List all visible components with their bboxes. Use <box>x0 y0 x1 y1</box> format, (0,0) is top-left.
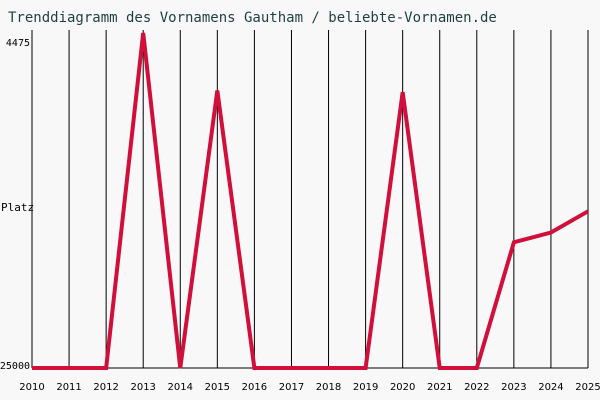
x-tick-label: 2016 <box>242 382 267 393</box>
x-tick-label: 2019 <box>353 382 378 393</box>
x-tick-label: 2025 <box>575 382 600 393</box>
x-tick-label: 2013 <box>130 382 155 393</box>
chart-title: Trenddiagramm des Vornamens Gautham / be… <box>8 10 497 26</box>
x-tick-label: 2021 <box>427 382 452 393</box>
y-tick-label: 25000 <box>0 361 30 372</box>
x-tick-label: 2024 <box>538 382 563 393</box>
x-tick-label: 2022 <box>464 382 489 393</box>
line <box>32 32 589 370</box>
x-tick-label: 2014 <box>168 382 193 393</box>
y-tick-label: 4475 <box>6 38 30 49</box>
x-tick-label: 2012 <box>93 382 118 393</box>
x-tick-label: 2015 <box>205 382 230 393</box>
y-axis-label: Platz <box>1 201 34 214</box>
x-tick-label: 2018 <box>316 382 341 393</box>
x-tick-label: 2011 <box>56 382 81 393</box>
x-tick-label: 2023 <box>501 382 526 393</box>
x-tick-label: 2010 <box>19 382 44 393</box>
x-tick-label: 2020 <box>390 382 415 393</box>
x-tick-label: 2017 <box>279 382 304 393</box>
